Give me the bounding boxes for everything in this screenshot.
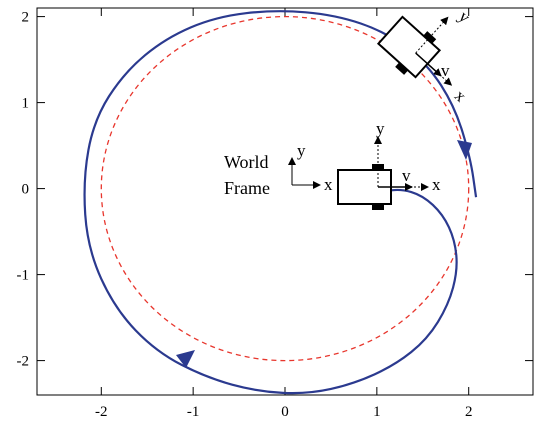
x-tick-label: -1 (187, 404, 200, 420)
robot-top-right-velocity-arrow (415, 52, 442, 77)
robot-top-right-v-label: v (441, 61, 450, 80)
robot-center-v-label: v (402, 166, 411, 185)
world-x-label: x (324, 175, 333, 194)
robot-center-wheel-bottom (372, 204, 384, 210)
y-tick-label: 1 (22, 96, 30, 112)
direction-arrow-bottom-left (176, 350, 195, 368)
y-tick-label: 0 (22, 182, 30, 198)
robot-center-x-label: x (432, 175, 441, 194)
robot-top-right (376, 15, 453, 86)
robot-center-y-label: y (376, 119, 385, 138)
world-frame-label-line2: Frame (224, 178, 270, 198)
y-tick-label: 2 (22, 10, 30, 26)
x-tick-label: 1 (373, 404, 381, 420)
y-tick-label: -1 (17, 268, 30, 284)
robot-top-right-x-label: x (451, 86, 470, 106)
x-tick-label: 0 (281, 404, 289, 420)
x-tick-label: -2 (95, 404, 108, 420)
series-layer (83, 10, 478, 395)
robot-top-right-body (376, 15, 442, 79)
world-frame-label-line1: World (224, 152, 269, 172)
x-axis: -2 -1 0 1 2 (95, 8, 472, 420)
robot-center: y x v (337, 119, 441, 210)
axes-frame (36, 7, 534, 396)
world-y-label: y (297, 141, 306, 160)
y-axis: 2 1 0 -1 -2 (17, 10, 533, 370)
direction-arrow-top-right (457, 140, 472, 160)
spiral-trajectory-series (83, 10, 478, 395)
reference-circle-series (100, 15, 470, 362)
robot-top-right-y-label: y (455, 7, 474, 27)
robot-top-right-wheel-bottom (395, 62, 409, 75)
y-tick-label: -2 (17, 354, 30, 370)
world-frame: World Frame x y (224, 141, 333, 198)
x-tick-label: 2 (465, 404, 473, 420)
